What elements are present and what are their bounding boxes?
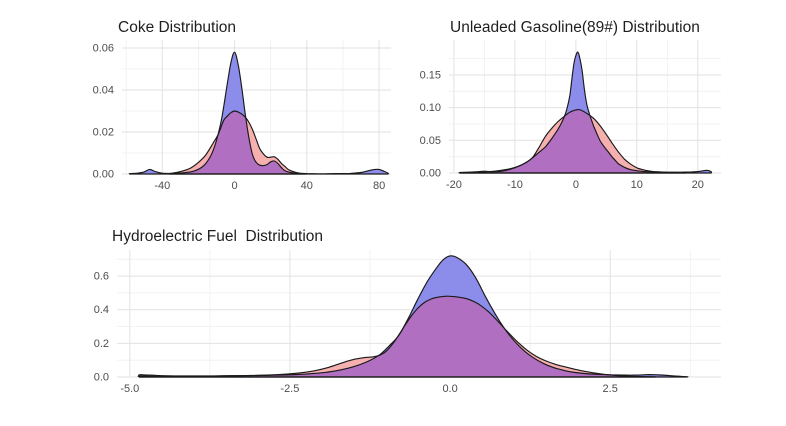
chart-panel-3: -5.0 -2.5 0.0 2.5 0.0 0.2 0.4 0.6 [94,250,721,395]
y-tick-label: 0.04 [93,85,114,97]
x-tick-label: -20 [446,179,462,191]
y-tick-label: 0.02 [93,127,114,139]
y-tick-label: 0.05 [420,135,441,147]
x-tick-label: -10 [507,179,523,191]
density-layers [137,255,689,378]
y-tick-label: 0.10 [420,102,441,114]
x-tick-label: -40 [154,180,170,192]
x-tick-label: 0.0 [442,383,457,395]
x-tick-label: 2.5 [603,383,618,395]
density-outline-blue [458,51,713,174]
x-tick-label: 20 [692,179,704,191]
x-tick-label: 10 [631,179,643,191]
chart-panel-1: -40 0 40 80 0.00 0.02 0.04 0.06 [93,40,391,192]
x-tick-label: 0 [573,179,579,191]
x-tick-label: 0 [232,180,238,192]
chart2-title: Unleaded Gasoline(89#) Distribution [450,19,700,36]
y-tick-label: 0.2 [94,338,109,350]
chart3-title: Hydroelectric Fuel Distribution [112,228,324,245]
y-tick-label: 0.00 [93,169,114,181]
y-tick-label: 0.15 [420,70,441,82]
y-tick-label: 0.00 [420,168,441,180]
density-layers [458,51,713,174]
x-tick-label: 80 [373,180,385,192]
x-tick-label: 40 [301,180,313,192]
y-tick-label: 0.4 [94,304,109,316]
y-tick-label: 0.6 [94,271,109,283]
density-outline-blue [138,255,689,378]
y-tick-label: 0.0 [94,372,109,384]
y-tick-label: 0.06 [93,43,114,55]
density-layers [128,51,389,175]
density-outline-blue [128,51,389,175]
density-outline-red [168,110,306,175]
density-area-overlap [138,296,656,377]
chart1-title: Coke Distribution [118,19,237,36]
x-tick-label: -5.0 [120,383,139,395]
chart-panel-2: -20 -10 0 10 20 0.00 0.05 0.10 0.15 [420,40,721,191]
x-tick-label: -2.5 [280,383,299,395]
